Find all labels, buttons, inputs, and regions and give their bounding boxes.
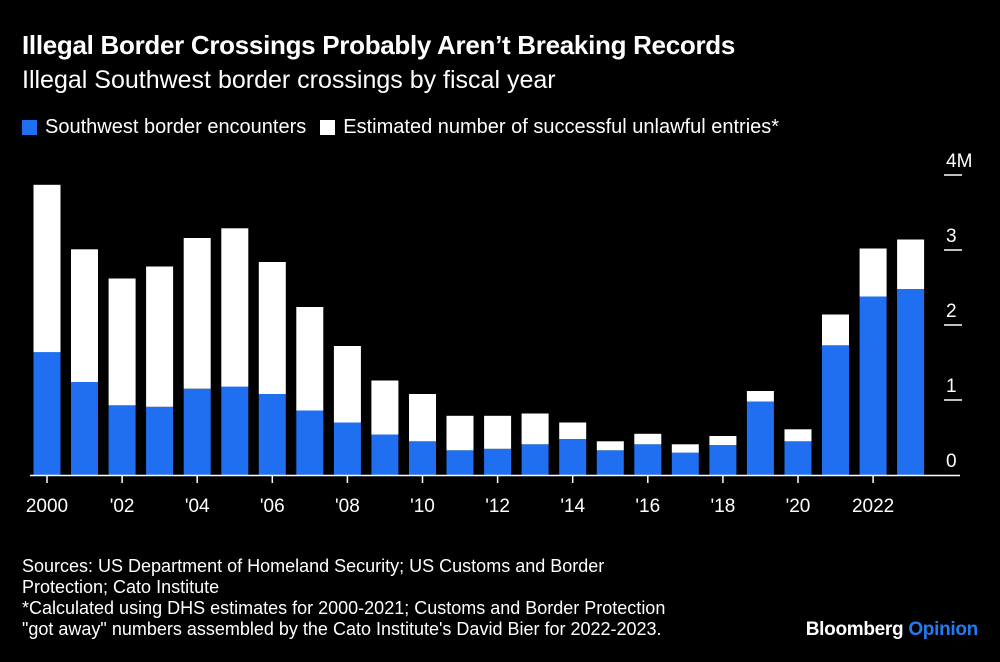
bar-entries-2002: [108, 278, 136, 406]
bar-entries-2019: [746, 391, 774, 402]
bar-encounters-2003: [146, 406, 174, 476]
y-tick-label-4: 4M: [946, 151, 972, 172]
footer-notes: Sources: US Department of Homeland Secur…: [22, 556, 782, 640]
legend-item-encounters: Southwest border encounters: [22, 116, 306, 139]
y-tick-label-3: 3: [946, 226, 957, 247]
legend-swatch-entries: [320, 120, 336, 135]
chart-title: Illegal Border Crossings Probably Aren’t…: [22, 30, 736, 60]
chart-subtitle: Illegal Southwest border crossings by fi…: [22, 66, 556, 94]
x-tick-label-2018: '18: [711, 496, 736, 517]
bar-entries-2004: [183, 238, 211, 389]
bar-entries-2018: [709, 436, 737, 445]
bar-encounters-2000: [33, 352, 61, 475]
bar-entries-2008: [333, 346, 361, 423]
bar-entries-2012: [484, 415, 512, 449]
bar-entries-2015: [596, 441, 624, 451]
bar-encounters-2006: [258, 394, 286, 475]
sources-line-1: Sources: US Department of Homeland Secur…: [22, 556, 605, 576]
x-tick-label-2006: '06: [260, 496, 285, 517]
bar-encounters-2015: [596, 450, 624, 476]
brand-logo: Bloomberg Opinion: [805, 619, 979, 641]
x-tick-label-2010: '10: [410, 496, 435, 517]
stacked-bar-chart: 4M 3 2 1 0 2000 '02 '04 '06 '08 '10 '12 '14 '16 '18 '20…: [26, 151, 973, 517]
x-tick-label-2008: '08: [335, 496, 360, 517]
bar-encounters-2019: [746, 401, 774, 475]
x-tick-label-2014: '14: [560, 496, 585, 517]
bar-entries-2009: [371, 380, 399, 435]
bar-entries-2007: [296, 307, 324, 411]
x-tick-label-2020: '20: [786, 496, 811, 517]
footnote-line-2: "got away" numbers assembled by the Cato…: [22, 619, 662, 639]
sources-line-2: Protection; Cato Institute: [22, 577, 220, 597]
legend-swatch-encounters: [22, 120, 37, 135]
bar-encounters-2018: [709, 445, 737, 475]
bar-encounters-2013: [521, 444, 549, 476]
bar-encounters-2002: [108, 405, 136, 476]
x-tick-label-2022: 2022: [852, 496, 894, 517]
x-tick-label-2002: '02: [110, 496, 135, 517]
bar-encounters-2014: [559, 439, 587, 475]
legend-item-entries: Estimated number of successful unlawful …: [320, 116, 779, 139]
bar-encounters-2017: [671, 452, 699, 475]
bar-encounters-2016: [634, 444, 662, 476]
bar-entries-2010: [409, 394, 436, 442]
bar-encounters-2001: [71, 382, 98, 475]
bar-encounters-2007: [296, 410, 324, 475]
y-tick-label-1: 1: [946, 376, 957, 397]
bar-encounters-2022: [859, 296, 887, 475]
bar-entries-2021: [822, 314, 849, 346]
brand-name: Bloomberg: [805, 619, 904, 640]
bar-entries-2001: [71, 249, 98, 382]
bar-entries-2011: [446, 415, 474, 451]
bar-encounters-2005: [221, 386, 249, 475]
bar-encounters-2012: [484, 448, 512, 476]
bar-encounters-2009: [371, 434, 399, 475]
bar-encounters-2021: [822, 345, 849, 476]
y-tick-label-2: 2: [946, 301, 957, 322]
bar-entries-2005: [221, 228, 249, 387]
bar-entries-2000: [33, 184, 61, 353]
bar-encounters-2020: [784, 441, 812, 476]
bar-entries-2003: [146, 266, 174, 407]
bar-entries-2017: [671, 444, 699, 453]
bar-entries-2022: [859, 248, 887, 297]
bar-entries-2014: [559, 422, 587, 439]
bar-encounters-2010: [409, 441, 436, 476]
bar-encounters-2004: [183, 388, 211, 476]
bar-entries-2020: [784, 429, 812, 442]
bar-entries-2023: [897, 239, 925, 289]
bar-encounters-2008: [333, 422, 361, 475]
brand-section: Opinion: [908, 619, 978, 640]
legend: Southwest border encounters Estimated nu…: [22, 116, 793, 139]
bar-encounters-2023: [897, 289, 925, 475]
bar-entries-2013: [521, 413, 549, 445]
bar-encounters-2011: [446, 450, 474, 476]
legend-label-entries: Estimated number of successful unlawful …: [343, 116, 780, 138]
legend-label-encounters: Southwest border encounters: [45, 116, 307, 138]
x-tick-label-2012: '12: [485, 496, 510, 517]
x-tick-label-2004: '04: [185, 496, 210, 517]
x-tick-label-2016: '16: [635, 496, 660, 517]
footnote-line-1: *Calculated using DHS estimates for 2000…: [22, 598, 666, 618]
bar-entries-2006: [258, 262, 286, 394]
y-tick-label-0: 0: [946, 451, 957, 472]
bar-entries-2016: [634, 433, 662, 445]
x-tick-label-2000: 2000: [26, 496, 68, 517]
